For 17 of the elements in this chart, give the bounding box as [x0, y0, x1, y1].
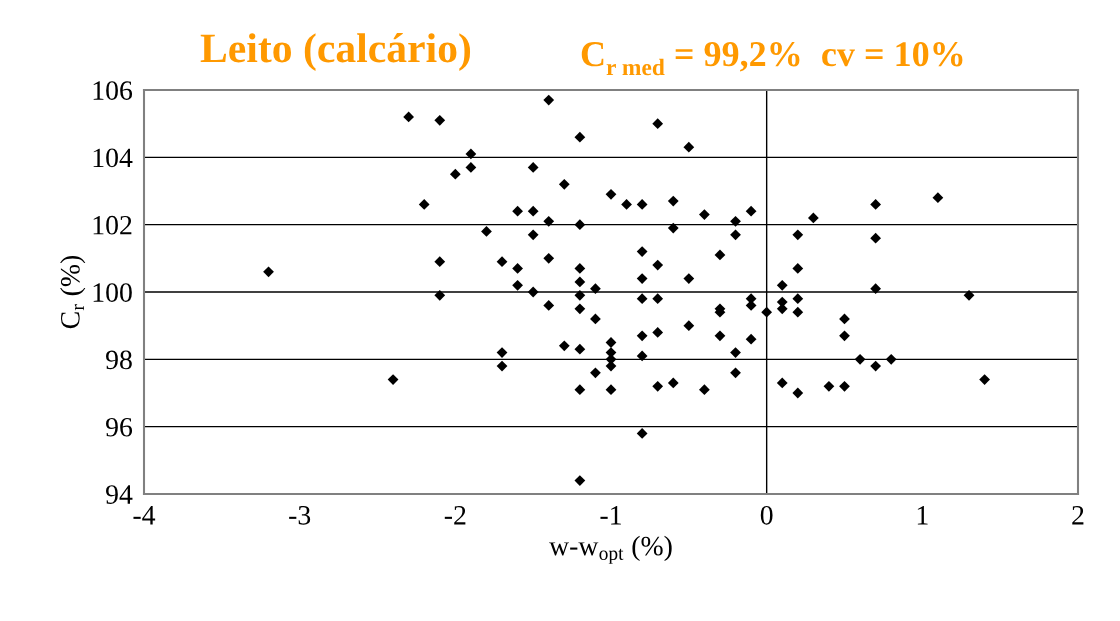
y-tick-label: 106 [93, 81, 133, 100]
x-tick-label: -1 [600, 506, 621, 525]
x-tick-label: -4 [133, 506, 156, 525]
chart-title: Leito (calcário) [200, 33, 471, 71]
x-tick-label: 0 [760, 505, 773, 525]
y-tick-label: 94 [106, 485, 133, 504]
x-tick-label: 1 [917, 506, 928, 525]
y-tick-label: 104 [93, 148, 133, 168]
y-tick-label: 102 [93, 215, 132, 235]
x-axis-title: w-w$_{opt}$ (%) [549, 535, 672, 564]
y-tick-label: 96 [106, 417, 133, 437]
y-axis-title: C$_{r}$ (%) [60, 255, 86, 329]
x-tick-label: -3 [289, 505, 311, 525]
x-tick-label: -2 [444, 505, 466, 525]
x-tick-label: 2 [1072, 505, 1084, 525]
y-tick-label: 100 [93, 283, 132, 302]
y-tick-label: 98 [106, 350, 132, 370]
